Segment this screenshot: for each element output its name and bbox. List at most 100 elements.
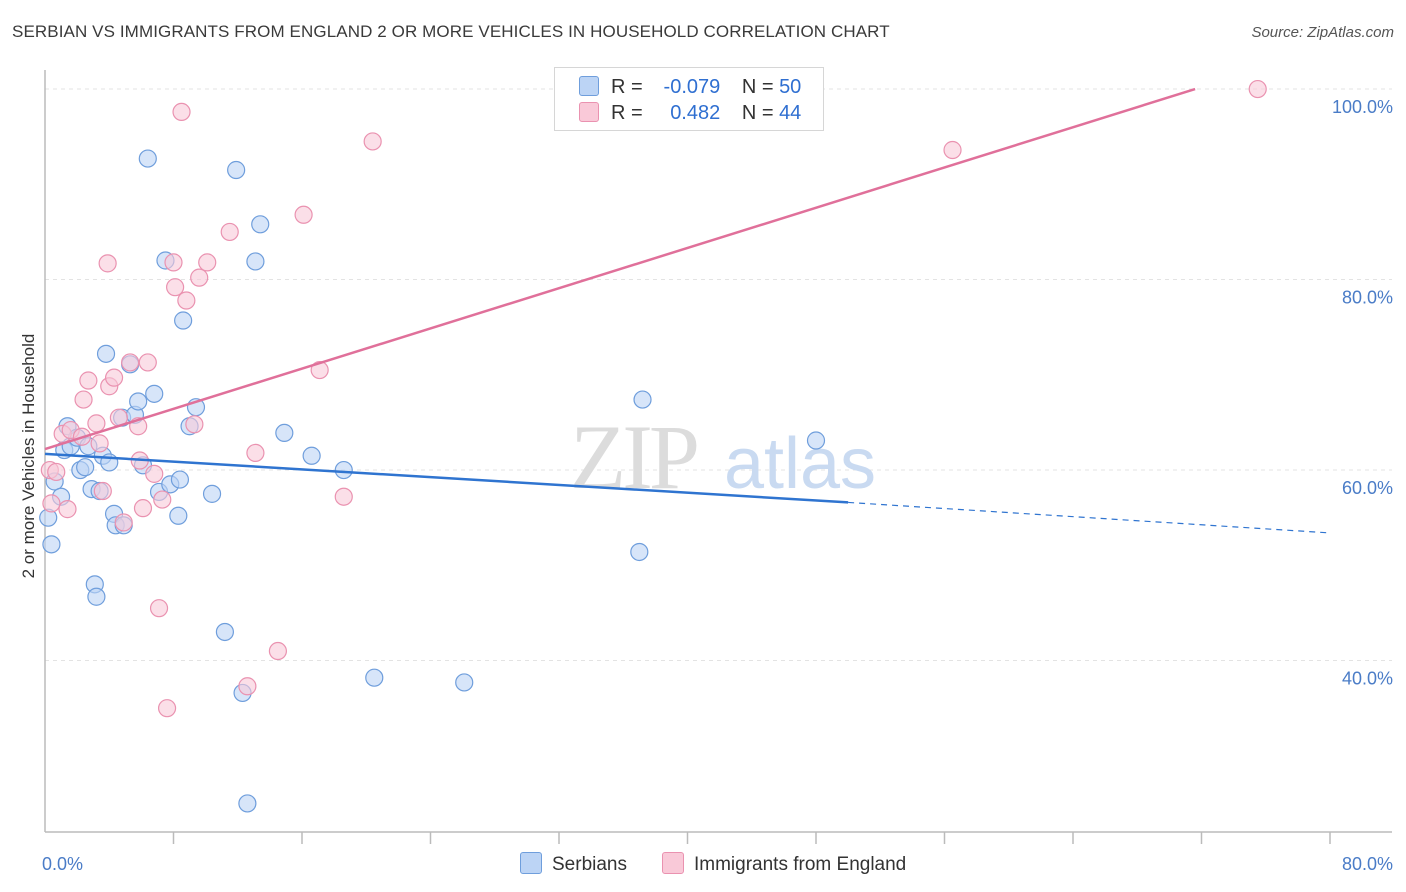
serbians-point [806,431,826,450]
serbians-point [275,423,294,443]
series-legend: Serbians Immigrants from England [0,852,1406,878]
legend-label-serbians: Serbians [552,854,627,875]
england-point [164,253,183,272]
serbians-point [42,535,61,554]
serbians-point [202,484,222,503]
trend-line-dashed [848,501,1331,534]
england-points [40,79,1267,718]
england-swatch [662,852,684,874]
england-point [58,500,77,519]
legend-row-serbians: R = -0.079 N = 50 [579,76,801,100]
chart-title: SERBIAN VS IMMIGRANTS FROM ENGLAND 2 OR … [12,22,890,41]
england-point [104,368,124,387]
england-point [238,677,257,696]
legend-item-serbians: Serbians [520,852,627,876]
legend-row-england: R = 0.482 N = 44 [579,102,801,126]
watermark-atlas: atlas [724,424,876,504]
england-point [153,490,172,509]
serbians-point [630,542,649,562]
y-tick-labels: 40.0% 60.0% 80.0% 100.0% [1332,97,1393,689]
serbians-point [138,149,157,168]
y-axis-label: 2 or more Vehicles in Household [19,334,38,579]
trend-line-solid [44,452,849,504]
r-label: R = [611,76,643,98]
england-point [334,487,353,506]
serbians-point [87,587,106,606]
england-point [42,494,61,513]
england-point [157,699,177,718]
serbians-point [96,344,116,363]
serbians-point [170,470,190,489]
serbians-point [455,673,474,692]
england-point [943,140,962,160]
r-value: 0.482 [670,102,721,124]
england-point [74,390,93,409]
england-point [198,253,217,272]
serbians-point [334,460,353,480]
watermark: ZIP atlas [570,406,876,508]
x-tick-label: 80.0% [1342,854,1393,874]
england-point [87,414,106,433]
england-point [47,462,66,482]
serbians-point [365,668,384,687]
r-label: R = [611,102,643,124]
trend-lines [44,87,1331,534]
y-tick-label: 60.0% [1342,478,1393,498]
serbians-point [302,446,321,465]
england-point [93,481,112,501]
x-tick-labels: 0.0% 80.0% [42,854,1393,874]
serbians-point [227,160,246,180]
england-swatch [579,102,599,122]
serbians-point [76,458,95,477]
england-point [145,464,164,483]
x-tick-label: 0.0% [42,854,83,874]
england-point [220,222,239,242]
legend-item-england: Immigrants from England [662,852,906,876]
y-tick-label: 100.0% [1332,97,1393,117]
serbians-point [246,252,265,271]
serbians-point [129,392,148,411]
serbians-point [251,215,270,234]
n-label: N = [741,102,774,124]
england-point [172,102,191,122]
y-tick-label: 80.0% [1342,288,1393,308]
serbians-point [174,311,193,330]
england-point [310,360,329,380]
england-point [363,132,382,151]
r-value: -0.079 [663,76,721,98]
england-point [185,415,204,434]
serbians-swatch [520,852,542,874]
england-point [190,268,209,287]
england-point [149,599,169,618]
serbians-point [215,622,234,642]
n-value: 50 [779,76,802,98]
england-point [268,641,288,661]
trend-line-solid [44,87,1196,451]
england-point [114,513,133,532]
england-point [166,278,185,297]
england-point [79,371,98,390]
serbians-swatch [579,76,599,96]
england-point [133,499,153,518]
england-point [1248,79,1267,99]
grid-lines [45,88,1392,662]
england-point [138,353,157,372]
y-tick-label: 40.0% [1342,669,1393,689]
england-point [90,434,109,453]
source-credit: Source: ZipAtlas.com [1251,24,1394,41]
n-value: 44 [779,102,802,124]
serbians-point [169,506,188,525]
england-point [121,353,140,372]
axes [44,70,1392,844]
serbians-point [633,390,652,409]
england-point [294,205,313,224]
england-point [98,254,117,273]
legend-label-england: Immigrants from England [694,854,907,875]
serbians-point [145,384,164,403]
serbians-point [238,794,257,813]
n-label: N = [741,76,774,98]
correlation-legend: R = -0.079 N = 50 R = 0.482 N = 44 [554,67,824,131]
england-point [177,291,196,310]
england-point [246,443,265,463]
